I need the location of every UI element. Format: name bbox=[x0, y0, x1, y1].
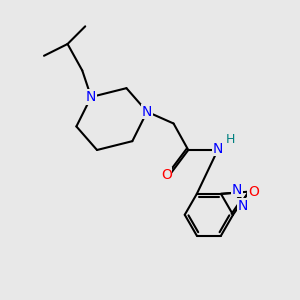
Text: N: N bbox=[86, 90, 96, 104]
Text: N: N bbox=[212, 142, 223, 155]
Text: H: H bbox=[225, 133, 235, 146]
Text: N: N bbox=[142, 105, 152, 119]
Text: O: O bbox=[248, 184, 259, 199]
Text: N: N bbox=[238, 199, 248, 213]
Text: O: O bbox=[161, 168, 172, 182]
Text: N: N bbox=[232, 183, 242, 197]
